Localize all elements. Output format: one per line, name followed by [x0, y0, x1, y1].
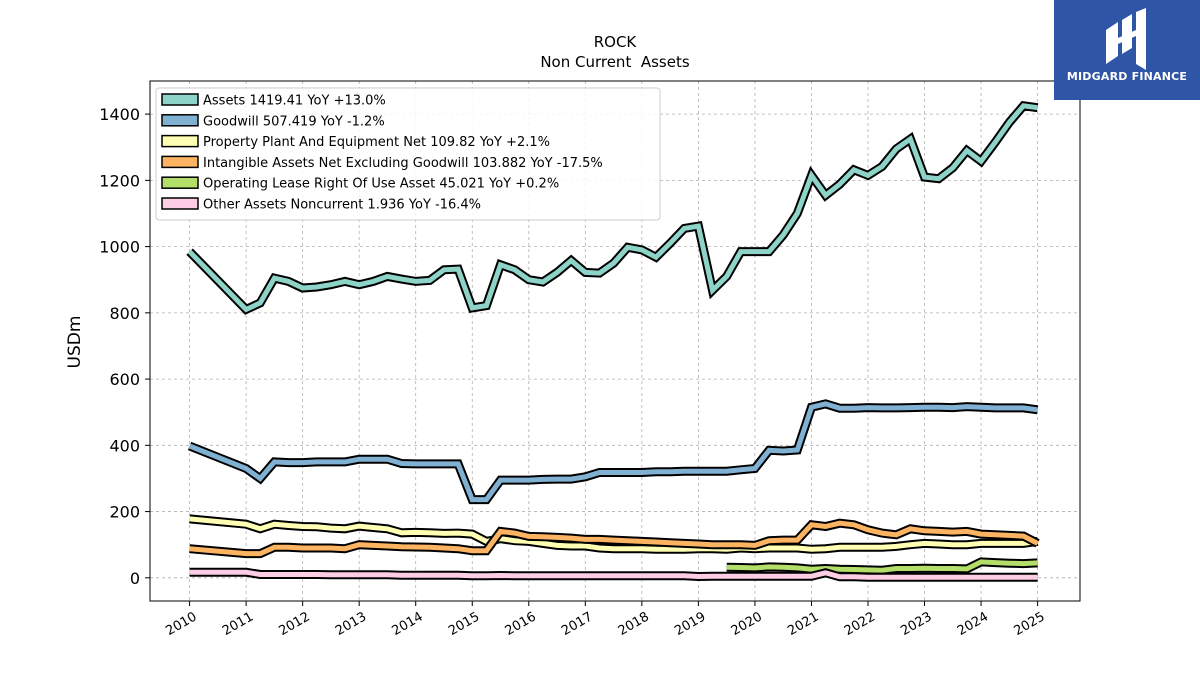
legend-swatch — [161, 197, 199, 210]
x-tick-label: 2014 — [390, 609, 426, 639]
legend-entry: Assets 1419.41 YoY +13.0% — [203, 94, 386, 109]
x-tick-label: 2015 — [446, 609, 482, 639]
x-tick-label: 2021 — [785, 609, 821, 639]
legend-swatch — [161, 176, 199, 189]
y-tick-label: 400 — [109, 436, 140, 455]
series-line-5 — [189, 569, 1038, 580]
x-tick-label: 2018 — [616, 609, 652, 639]
legend-swatch — [161, 114, 199, 127]
chart-title: ROCK — [594, 33, 638, 51]
x-tick-label: 2012 — [276, 609, 312, 639]
legend-swatch — [161, 93, 199, 106]
series-line-0 — [187, 103, 1038, 313]
chart-subtitle: Non Current Assets — [540, 53, 690, 71]
series-line-2 — [189, 516, 1038, 552]
legend-swatch — [161, 155, 199, 169]
y-tick-label: 1400 — [99, 105, 140, 124]
y-axis-label: USDm — [65, 316, 85, 369]
y-tick-label: 0 — [130, 569, 140, 588]
x-tick-label: 2010 — [163, 609, 199, 639]
legend-entry: Operating Lease Right Of Use Asset 45.02… — [203, 177, 559, 192]
series-outline-1 — [187, 399, 1039, 505]
series-line-4 — [726, 559, 1038, 573]
x-tick-label: 2013 — [333, 609, 369, 639]
y-tick-label: 1200 — [99, 171, 140, 190]
brand-logo: MIDGARD FINANCE — [1054, 0, 1200, 100]
y-tick-label: 200 — [109, 503, 140, 522]
y-tick-label: 600 — [109, 370, 140, 389]
x-tick-label: 2023 — [898, 609, 934, 639]
x-tick-label: 2025 — [1011, 609, 1047, 639]
x-tick-label: 2024 — [955, 609, 991, 639]
x-tick-label: 2016 — [503, 609, 539, 639]
legend-entry: Goodwill 507.419 YoY -1.2% — [203, 114, 385, 129]
x-tick-label: 2020 — [729, 609, 765, 639]
x-tick-label: 2011 — [220, 609, 256, 639]
y-tick-label: 800 — [109, 304, 140, 323]
plot-frame — [149, 80, 1081, 602]
series-lines — [186, 101, 1040, 582]
x-tick-label: 2019 — [672, 609, 708, 639]
legend-box — [155, 87, 661, 221]
legend: Assets 1419.41 YoY +13.0% Goodwill 507.41… — [155, 87, 661, 221]
legend-entry: Other Assets Noncurrent 1.936 YoY -16.4% — [203, 198, 481, 213]
brand-name: MIDGARD FINANCE — [1066, 70, 1188, 83]
x-tick-label: 2017 — [559, 609, 595, 639]
legend-swatch — [161, 134, 199, 148]
x-tick-label: 2022 — [842, 609, 878, 639]
series-line-1 — [188, 401, 1038, 503]
legend-entry: Property Plant And Equipment Net 109.82 … — [203, 135, 550, 150]
series-line-3 — [189, 520, 1039, 557]
y-tick-label: 1000 — [99, 238, 140, 257]
midgard-logo-icon — [1106, 8, 1146, 70]
legend-entry: Intangible Assets Net Excluding Goodwill… — [203, 156, 603, 171]
